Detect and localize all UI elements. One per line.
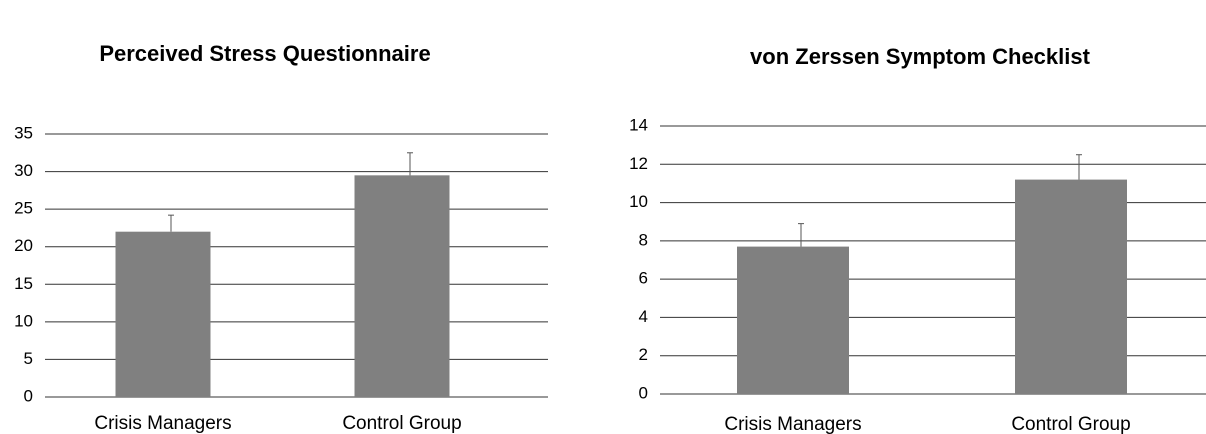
y-tick-label: 5 (24, 349, 33, 368)
y-tick-label: 30 (14, 161, 33, 180)
y-tick-label: 20 (14, 236, 33, 255)
x-tick-label: Crisis Managers (94, 413, 231, 434)
y-tick-label: 15 (14, 274, 33, 293)
y-tick-label: 0 (639, 383, 648, 402)
y-tick-label: 6 (639, 269, 648, 288)
y-tick-label: 2 (639, 345, 648, 364)
y-tick-label: 12 (629, 154, 648, 173)
y-tick-label: 4 (639, 307, 648, 326)
bar (115, 231, 211, 397)
bar (354, 175, 450, 397)
x-tick-label: Crisis Managers (724, 414, 861, 434)
y-tick-label: 0 (24, 386, 33, 405)
y-tick-label: 35 (14, 123, 33, 142)
chart-title: Perceived Stress Questionnaire (99, 41, 430, 66)
y-tick-label: 14 (629, 115, 648, 134)
y-tick-label: 10 (629, 192, 648, 211)
y-tick-label: 10 (14, 311, 33, 330)
y-tick-label: 25 (14, 199, 33, 218)
chart-title: von Zerssen Symptom Checklist (750, 44, 1091, 69)
y-tick-label: 8 (639, 230, 648, 249)
bar (1015, 179, 1127, 394)
bar (737, 246, 849, 394)
x-tick-label: Control Group (1011, 414, 1130, 434)
x-tick-label: Control Group (342, 413, 461, 434)
